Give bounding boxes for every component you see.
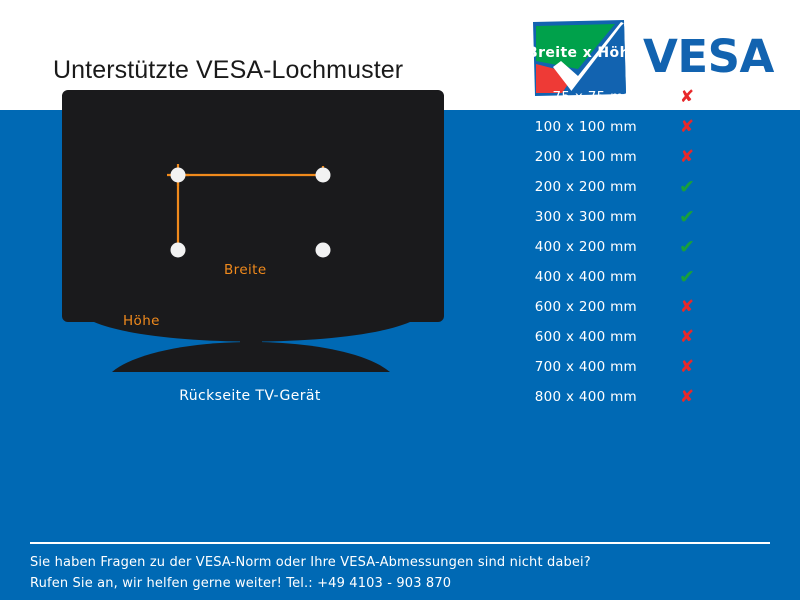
tv-stand-base bbox=[112, 342, 390, 372]
page-title: Unterstützte VESA-Lochmuster bbox=[53, 56, 404, 84]
vesa-pattern-table: Breite x Höhe 75 x 75 mm ✘ 100 x 100 mm ✘ 20… bbox=[500, 45, 730, 412]
pattern-size-label: 700 x 400 mm bbox=[534, 359, 637, 375]
table-row: 600 x 400 mm ✘ bbox=[500, 322, 730, 352]
pattern-size-label: 600 x 400 mm bbox=[534, 329, 637, 345]
status-not-supported-icon: ✘ bbox=[679, 386, 695, 407]
status-not-supported-icon: ✘ bbox=[679, 146, 695, 167]
status-supported-icon: ✔ bbox=[679, 205, 695, 228]
status-not-supported-icon: ✘ bbox=[679, 356, 695, 377]
pattern-size-label: 200 x 200 mm bbox=[534, 179, 637, 195]
pattern-size-label: 400 x 200 mm bbox=[534, 239, 637, 255]
hole-top-right bbox=[315, 167, 331, 183]
status-not-supported-icon: ✘ bbox=[679, 326, 695, 347]
vesa-wordmark: VESA bbox=[643, 30, 774, 83]
table-rows-container: 75 x 75 mm ✘ 100 x 100 mm ✘ 200 x 100 mm ✘ 200… bbox=[500, 82, 730, 412]
footer-line-2: Rufen Sie an, wir helfen gerne weiter! T… bbox=[30, 576, 452, 591]
table-row: 400 x 400 mm ✔ bbox=[500, 262, 730, 292]
footer-contact-text: Sie haben Fragen zu der VESA-Norm oder I… bbox=[30, 552, 775, 594]
pattern-size-label: 600 x 200 mm bbox=[534, 299, 637, 315]
pattern-size-label: 800 x 400 mm bbox=[534, 389, 637, 405]
pattern-size-label: 300 x 300 mm bbox=[534, 209, 637, 225]
pattern-size-label: 400 x 400 mm bbox=[534, 269, 637, 285]
status-supported-icon: ✔ bbox=[679, 235, 695, 258]
status-not-supported-icon: ✘ bbox=[679, 116, 695, 137]
status-not-supported-icon: ✘ bbox=[679, 296, 695, 317]
vesa-checkmark-logo-icon bbox=[533, 20, 626, 96]
hole-bottom-left bbox=[170, 242, 186, 258]
width-label: Breite bbox=[224, 262, 267, 278]
hole-bottom-right bbox=[315, 242, 331, 258]
pattern-size-label: 200 x 100 mm bbox=[534, 149, 637, 165]
pattern-size-label: 100 x 100 mm bbox=[534, 119, 637, 135]
status-supported-icon: ✔ bbox=[679, 265, 695, 288]
footer-line-1: Sie haben Fragen zu der VESA-Norm oder I… bbox=[30, 555, 591, 570]
tv-back-diagram bbox=[50, 80, 450, 410]
status-supported-icon: ✔ bbox=[679, 175, 695, 198]
table-row: 200 x 100 mm ✘ bbox=[500, 142, 730, 172]
vesa-logo: VESA bbox=[533, 20, 785, 96]
hole-top-left bbox=[170, 167, 186, 183]
pattern-size-label: 75 x 75 mm bbox=[552, 89, 637, 105]
table-column-header: Breite x Höhe bbox=[527, 45, 640, 61]
table-row: 300 x 300 mm ✔ bbox=[500, 202, 730, 232]
table-row: 100 x 100 mm ✘ bbox=[500, 112, 730, 142]
table-row: 75 x 75 mm ✘ bbox=[500, 82, 730, 112]
table-row: 700 x 400 mm ✘ bbox=[500, 352, 730, 382]
tv-stand-neck bbox=[240, 318, 262, 348]
table-row: 800 x 400 mm ✘ bbox=[500, 382, 730, 412]
footer-divider bbox=[30, 542, 770, 544]
table-row: 200 x 200 mm ✔ bbox=[500, 172, 730, 202]
tv-diagram-caption: Rückseite TV-Gerät bbox=[179, 388, 321, 404]
height-label: Höhe bbox=[123, 313, 160, 329]
status-not-supported-icon: ✘ bbox=[679, 86, 695, 107]
tv-panel-shape bbox=[62, 90, 444, 342]
table-row: 400 x 200 mm ✔ bbox=[500, 232, 730, 262]
table-row: 600 x 200 mm ✘ bbox=[500, 292, 730, 322]
